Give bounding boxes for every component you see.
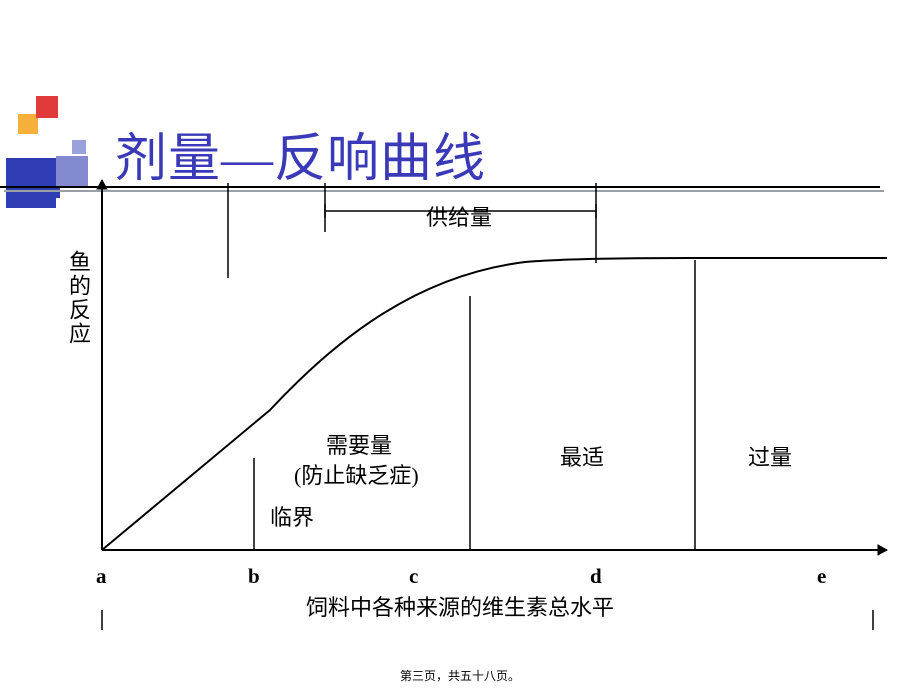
label-supply: 供给量: [426, 200, 492, 232]
x-tick-c: c: [409, 564, 418, 589]
x-tick-e: e: [817, 564, 826, 589]
label-critical: 临界: [270, 500, 314, 532]
x-axis-label: 饲料中各种来源的维生素总水平: [306, 590, 614, 622]
dose-response-diagram: [0, 0, 920, 689]
slide-footer: 第三页，共五十八页。: [0, 667, 920, 684]
x-tick-d: d: [590, 564, 602, 589]
x-tick-b: b: [248, 564, 260, 589]
y-axis-label: 鱼的反应: [62, 250, 94, 346]
label-excess: 过量: [748, 440, 792, 472]
label-requirement-line1: 需要量: [326, 428, 392, 460]
x-tick-a: a: [96, 564, 107, 589]
label-requirement-line2: (防止缺乏症): [294, 458, 419, 490]
slide: 剂量—反响曲线 鱼的反应 饲料中各种来源的维生素总水平 a b c d e 供给…: [0, 0, 920, 689]
label-optimal: 最适: [560, 440, 604, 472]
